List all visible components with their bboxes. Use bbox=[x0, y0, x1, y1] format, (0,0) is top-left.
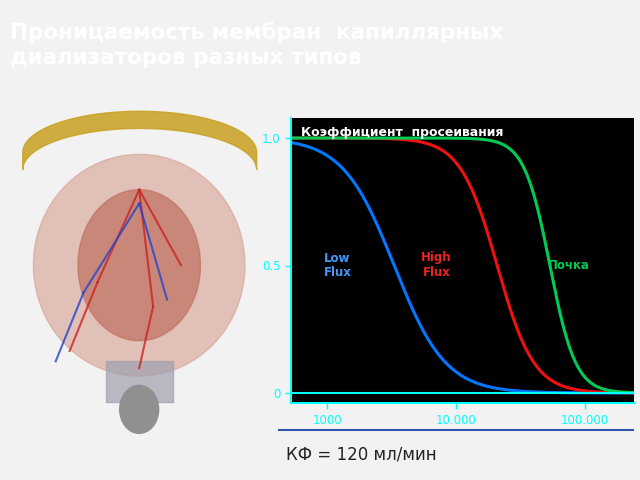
Text: High
Flux: High Flux bbox=[421, 252, 452, 279]
Polygon shape bbox=[33, 155, 245, 376]
Circle shape bbox=[120, 385, 159, 433]
Text: Low
Flux: Low Flux bbox=[324, 252, 351, 279]
Text: Коэффициент  просеивания: Коэффициент просеивания bbox=[301, 126, 504, 139]
Text: Почка: Почка bbox=[548, 259, 590, 272]
Text: КФ = 120 мл/мин: КФ = 120 мл/мин bbox=[285, 446, 436, 464]
Text: Проницаемость мембран  капиллярных
диализаторов разных типов: Проницаемость мембран капиллярных диализ… bbox=[10, 22, 503, 68]
Polygon shape bbox=[78, 190, 200, 341]
